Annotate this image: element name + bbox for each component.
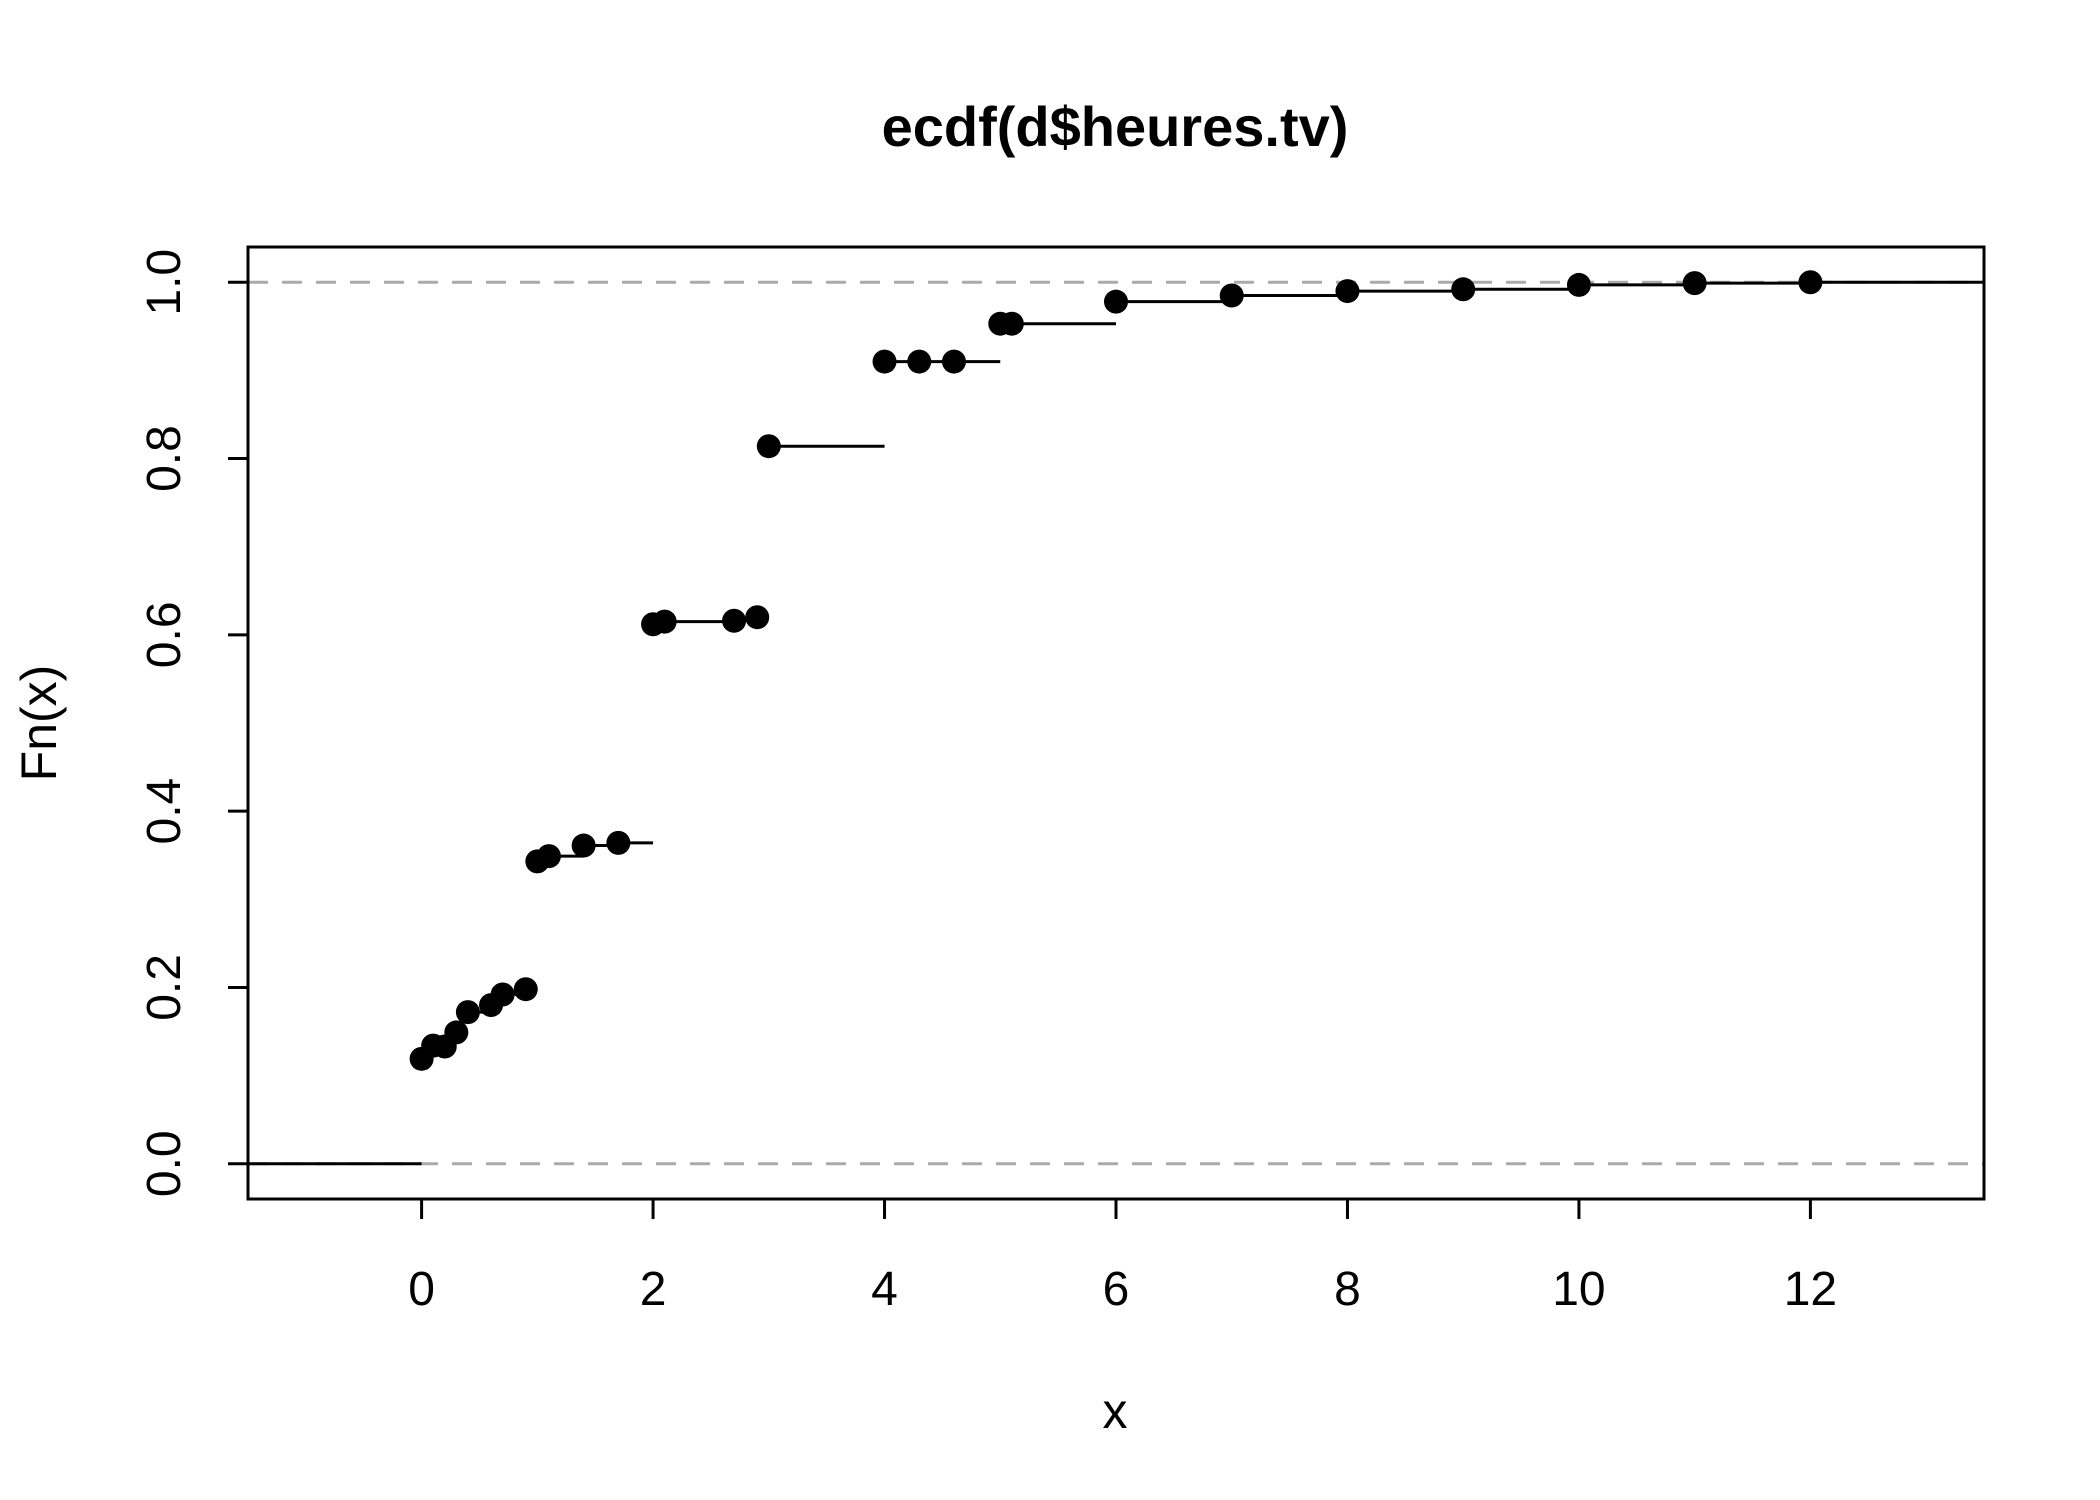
data-point [722, 608, 747, 633]
data-point [652, 609, 677, 634]
y-axis: 0.0 0.2 0.4 0.6 0.8 1.0 [138, 249, 250, 1197]
data-point [941, 349, 966, 374]
reference-lines [248, 280, 1984, 1166]
data-point [1335, 279, 1360, 304]
x-tick-label: 8 [1334, 1263, 1361, 1316]
step-segments [248, 280, 1984, 1166]
chart-title: ecdf(d$heures.tv) [882, 95, 1349, 158]
x-axis: 0 2 4 6 8 10 12 [408, 1197, 1837, 1316]
y-tick-label: 0.8 [138, 425, 191, 492]
data-point [1219, 283, 1244, 308]
x-tick-label: 10 [1552, 1263, 1605, 1316]
data-point [444, 1020, 469, 1045]
x-tick-label: 6 [1103, 1263, 1130, 1316]
data-point [999, 311, 1024, 336]
data-point [536, 844, 561, 869]
data-point [455, 1000, 480, 1025]
y-tick-label: 0.0 [138, 1130, 191, 1197]
data-point [606, 830, 631, 855]
y-tick-label: 0.2 [138, 954, 191, 1021]
plot-frame [246, 245, 1986, 1201]
y-tick-label: 1.0 [138, 249, 191, 316]
data-point [1682, 271, 1707, 296]
data-point [756, 434, 781, 459]
y-tick-label: 0.6 [138, 601, 191, 668]
data-point [872, 349, 897, 374]
data-point [1104, 289, 1128, 314]
data-point [1566, 272, 1591, 297]
x-axis-label: x [1103, 1383, 1128, 1439]
x-tick-label: 2 [640, 1263, 667, 1316]
data-point [1798, 270, 1823, 295]
x-tick-label: 4 [871, 1263, 898, 1316]
data-points [409, 270, 1823, 1071]
data-point [513, 977, 538, 1002]
x-tick-label: 0 [408, 1263, 435, 1316]
y-tick-label: 0.4 [138, 778, 191, 845]
data-point [490, 982, 515, 1007]
data-point [1451, 277, 1476, 302]
y-axis-label: Fn(x) [11, 665, 67, 782]
data-point [745, 605, 770, 630]
data-point [907, 349, 932, 374]
x-tick-label: 12 [1784, 1263, 1837, 1316]
data-point [571, 833, 596, 858]
